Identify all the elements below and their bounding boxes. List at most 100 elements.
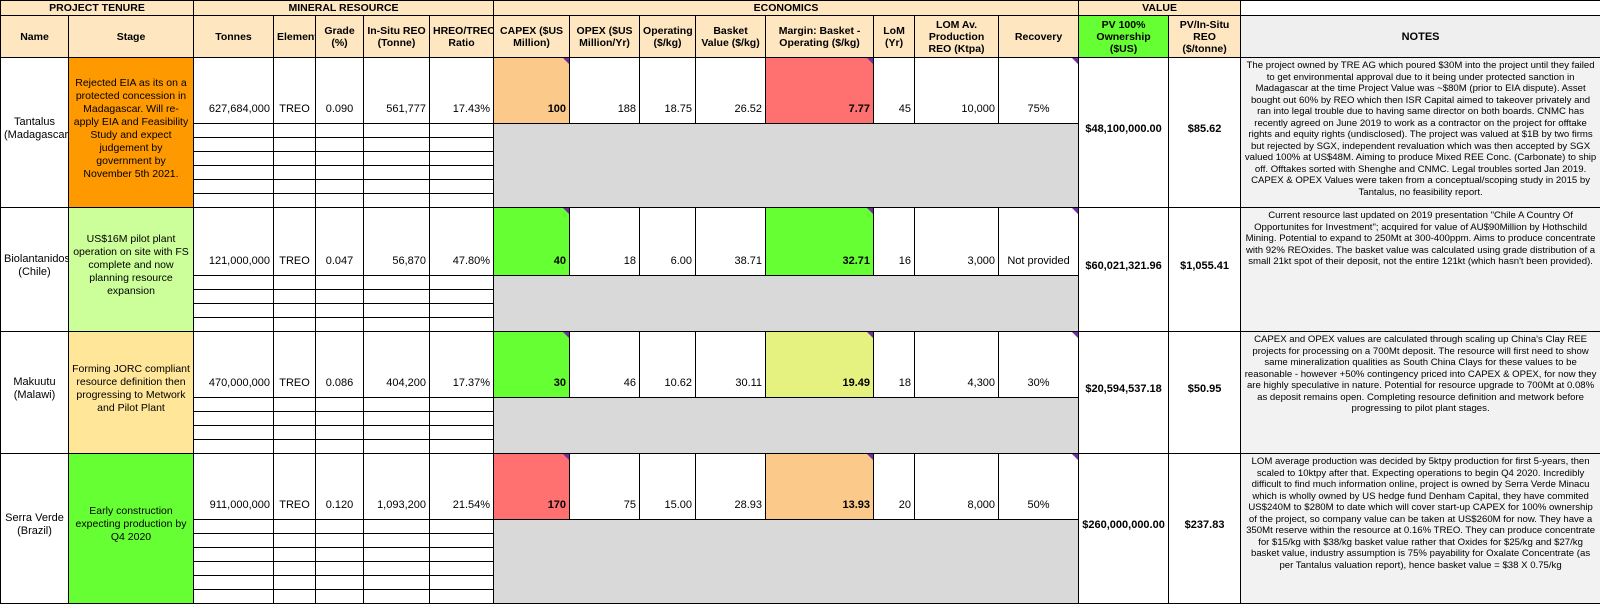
- pv-cell: $260,000,000.00: [1079, 454, 1169, 604]
- empty-cell: [274, 590, 316, 604]
- lom-cell: 16: [874, 208, 915, 276]
- empty-cell: [364, 520, 430, 534]
- empty-cell: [364, 194, 430, 208]
- notes-cell: Current resource last updated on 2019 pr…: [1241, 208, 1600, 332]
- empty-cell: [194, 124, 274, 138]
- pv-cell: $48,100,000.00: [1079, 58, 1169, 208]
- empty-cell: [274, 124, 316, 138]
- header-stage: Stage: [69, 16, 194, 58]
- empty-cell: [430, 426, 494, 440]
- opex-cell: 18: [570, 208, 640, 276]
- margin-cell: 13.93: [766, 454, 874, 520]
- empty-cell: [194, 138, 274, 152]
- header-margin: Margin: Basket - Operating ($/kg): [766, 16, 874, 58]
- header-insitu: In-Situ REO (Tonne): [364, 16, 430, 58]
- column-header-row: Name Stage Tonnes Element Grade (%) In-S…: [1, 16, 1600, 58]
- header-name: Name: [1, 16, 69, 58]
- empty-cell: [194, 440, 274, 454]
- recovery-cell: 30%: [999, 332, 1079, 398]
- empty-cell: [316, 534, 364, 548]
- empty-cell: [274, 426, 316, 440]
- stage-cell: Forming JORC compliant resource definiti…: [69, 332, 194, 454]
- empty-cell: [274, 166, 316, 180]
- pv-insitu-cell: $85.62: [1169, 58, 1241, 208]
- empty-cell: [364, 304, 430, 318]
- empty-cell: [316, 138, 364, 152]
- header-capex: CAPEX ($US Million): [494, 16, 570, 58]
- empty-cell: [274, 548, 316, 562]
- name-cell: Serra Verde (Brazil): [1, 454, 69, 604]
- insitu-cell: 1,093,200: [364, 454, 430, 520]
- empty-cell: [364, 590, 430, 604]
- empty-cell: [430, 152, 494, 166]
- basket-cell: 38.71: [696, 208, 766, 276]
- empty-cell: [194, 412, 274, 426]
- lom-cell: 20: [874, 454, 915, 520]
- empty-cell: [364, 180, 430, 194]
- empty-cell: [430, 194, 494, 208]
- margin-cell: 19.49: [766, 332, 874, 398]
- empty-cell: [316, 548, 364, 562]
- header-hreo: HREO/TREO Ratio: [430, 16, 494, 58]
- empty-cell: [430, 124, 494, 138]
- empty-cell: [274, 412, 316, 426]
- hreo-cell: 17.37%: [430, 332, 494, 398]
- empty-cell: [274, 290, 316, 304]
- pv-cell: $60,021,321.96: [1079, 208, 1169, 332]
- empty-cell: [316, 124, 364, 138]
- empty-cell: [316, 426, 364, 440]
- name-cell: Biolantanidos (Chile): [1, 208, 69, 332]
- opex-cell: 75: [570, 454, 640, 520]
- pv-insitu-cell: $237.83: [1169, 454, 1241, 604]
- table-row: Biolantanidos (Chile)US$16M pilot plant …: [1, 208, 1600, 276]
- empty-cell: [194, 276, 274, 290]
- notes-cell: CAPEX and OPEX values are calculated thr…: [1241, 332, 1600, 454]
- pv-insitu-cell: $1,055.41: [1169, 208, 1241, 332]
- stage-cell: Rejected EIA as its on a protected conce…: [69, 58, 194, 208]
- empty-cell: [430, 576, 494, 590]
- empty-cell: [364, 562, 430, 576]
- header-pv: PV 100% Ownership ($US): [1079, 16, 1169, 58]
- tonnes-cell: 121,000,000: [194, 208, 274, 276]
- empty-cell: [316, 520, 364, 534]
- spreadsheet: PROJECT TENURE MINERAL RESOURCE ECONOMIC…: [0, 0, 1600, 552]
- element-cell: TREO: [274, 332, 316, 398]
- grade-cell: 0.120: [316, 454, 364, 520]
- empty-cell: [194, 426, 274, 440]
- recovery-cell: Not provided: [999, 208, 1079, 276]
- empty-cell: [194, 520, 274, 534]
- empty-cell: [316, 290, 364, 304]
- empty-cell: [430, 318, 494, 332]
- empty-cell: [274, 138, 316, 152]
- grade-cell: 0.090: [316, 58, 364, 124]
- lom-cell: 45: [874, 58, 915, 124]
- empty-cell: [194, 166, 274, 180]
- empty-economics-block: [494, 124, 1079, 208]
- header-tonnes: Tonnes: [194, 16, 274, 58]
- lom-cell: 18: [874, 332, 915, 398]
- empty-cell: [364, 398, 430, 412]
- empty-cell: [274, 318, 316, 332]
- header-grade: Grade (%): [316, 16, 364, 58]
- empty-economics-block: [494, 276, 1079, 332]
- empty-cell: [316, 318, 364, 332]
- empty-economics-block: [494, 398, 1079, 454]
- empty-cell: [430, 534, 494, 548]
- stage-cell: US$16M pilot plant operation on site wit…: [69, 208, 194, 332]
- notes-cell: LOM average production was decided by 5k…: [1241, 454, 1600, 604]
- empty-cell: [194, 194, 274, 208]
- capex-cell: 40: [494, 208, 570, 276]
- empty-cell: [364, 534, 430, 548]
- capex-cell: 100: [494, 58, 570, 124]
- tonnes-cell: 911,000,000: [194, 454, 274, 520]
- recovery-cell: 50%: [999, 454, 1079, 520]
- empty-cell: [364, 138, 430, 152]
- empty-cell: [364, 152, 430, 166]
- header-element: Element: [274, 16, 316, 58]
- empty-cell: [194, 548, 274, 562]
- empty-economics-block: [494, 520, 1079, 604]
- opex-cell: 188: [570, 58, 640, 124]
- empty-cell: [364, 318, 430, 332]
- empty-cell: [316, 440, 364, 454]
